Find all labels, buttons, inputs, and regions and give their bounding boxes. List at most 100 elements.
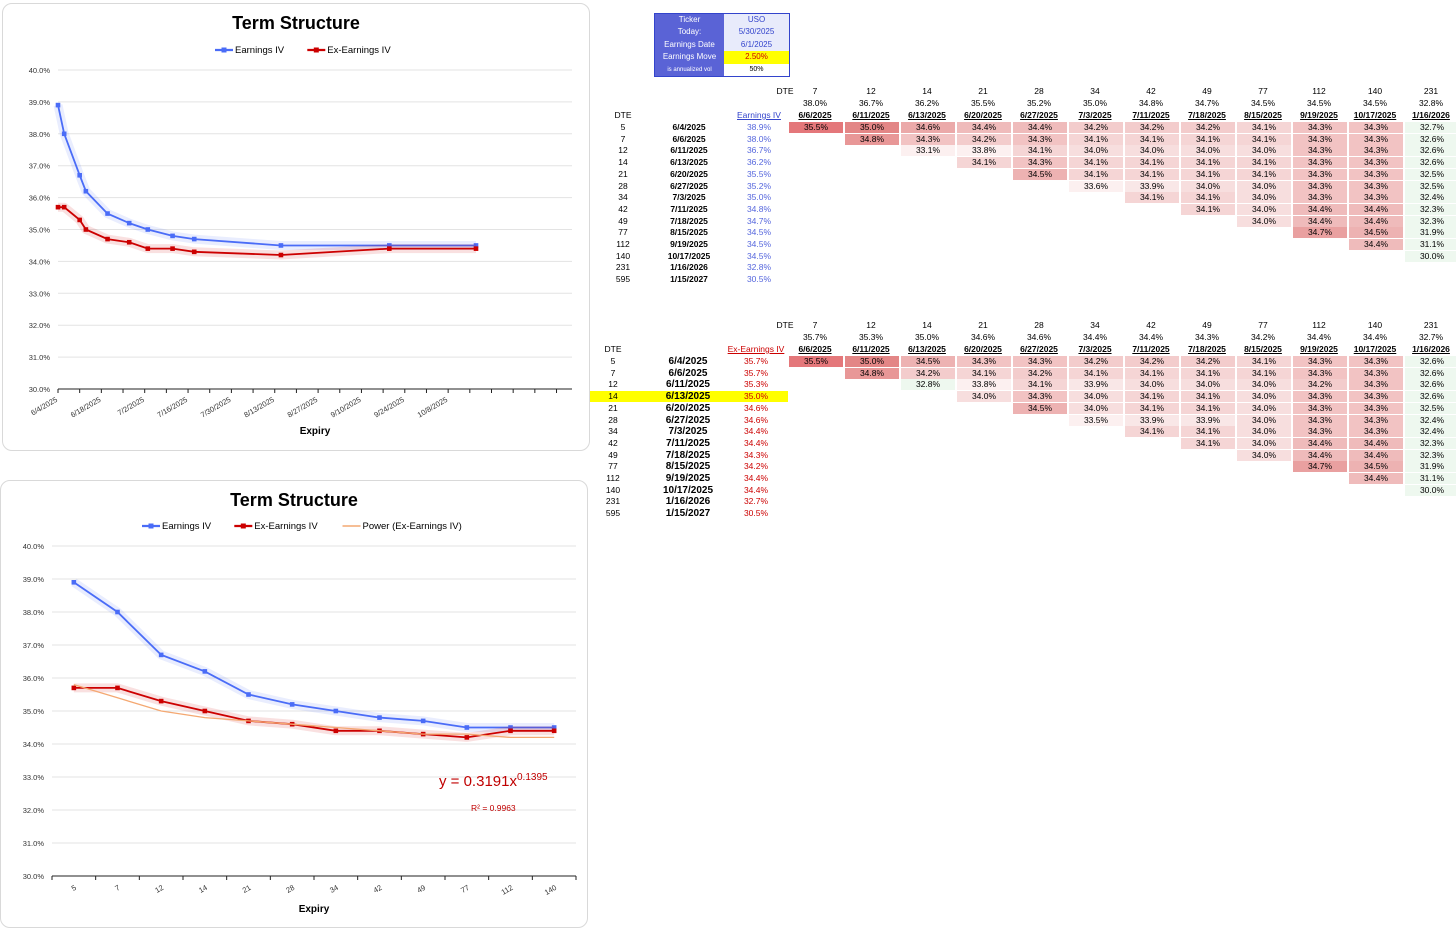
data-point — [508, 728, 513, 734]
y-tick-label: 31.0% — [29, 353, 51, 362]
forward-vol-cell: 34.8% — [845, 133, 899, 145]
forward-vol-cell: 34.1% — [1125, 168, 1179, 180]
data-point — [83, 188, 89, 194]
legend-item-1: Ex-Earnings IV — [307, 45, 391, 56]
forward-vol-cell: 34.0% — [1237, 203, 1291, 215]
forward-vol-cell: 34.0% — [1237, 215, 1291, 227]
forward-vol-cell: 34.4% — [1349, 203, 1403, 215]
data-point — [115, 609, 120, 615]
row-date: 1/15/2027 — [670, 274, 708, 285]
forward-vol-cell: 33.9% — [1181, 414, 1235, 426]
col-dte-header: 28 — [1034, 320, 1044, 330]
col-vol-header: 35.7% — [802, 332, 828, 342]
row-dte: 12 — [618, 145, 628, 156]
forward-vol-cell: 34.3% — [1349, 180, 1403, 192]
data-point — [61, 204, 67, 210]
forward-vol-cell: 32.6% — [1405, 356, 1456, 367]
col-dte-header: 12 — [866, 86, 876, 96]
data-point — [55, 102, 61, 108]
ex-earnings-iv-table: DTE 7 12 14 21 28 34 42 49 77 112 140 231 35.7% 35.3% 3… — [590, 320, 1456, 520]
trendline — [73, 683, 555, 739]
legend-label: Ex-Earnings IV — [327, 45, 391, 56]
forward-vol-cell: 34.3% — [1013, 133, 1067, 145]
col-date-header: 6/20/2025 — [964, 110, 1002, 120]
col-vol-header: 34.8% — [1138, 98, 1164, 108]
row-date: 9/19/2025 — [665, 473, 711, 484]
series-line-0 — [73, 581, 555, 729]
col-vol-header: 38.0% — [802, 98, 828, 108]
row-date: 10/17/2025 — [667, 250, 711, 261]
forward-vol-cell: 34.3% — [1349, 133, 1403, 145]
forward-vol-cell: 34.3% — [1293, 192, 1347, 204]
forward-vol-cell: 34.3% — [957, 356, 1011, 367]
info-value[interactable]: USO — [724, 14, 789, 27]
row-dte-header: DTE — [604, 344, 622, 354]
forward-vol-cell: 34.2% — [1125, 356, 1179, 367]
info-value[interactable]: 5/30/2025 — [724, 26, 789, 39]
info-value[interactable]: 2.50% — [724, 51, 789, 64]
row-iv: 34.4% — [743, 426, 769, 437]
col-vol-header: 36.2% — [914, 98, 940, 108]
x-tick-label: 6/4/2025 — [29, 395, 59, 417]
x-tick-label: 7/2/2025 — [116, 395, 146, 417]
col-dte-header: 34 — [1090, 86, 1100, 96]
row-iv: 30.5% — [743, 508, 769, 519]
x-tick-label: 5 — [70, 883, 78, 893]
forward-vol-cell: 32.4% — [1405, 414, 1456, 426]
col-dte-header: 140 — [1367, 86, 1383, 96]
forward-vol-cell: 33.6% — [1069, 180, 1123, 192]
row-dte: 140 — [615, 250, 631, 261]
data-point — [145, 246, 151, 251]
y-tick-label: 40.0% — [29, 66, 51, 75]
y-tick-label: 30.0% — [29, 385, 51, 394]
forward-vol-cell: 34.2% — [1069, 122, 1123, 133]
forward-vol-cell: 34.4% — [1349, 449, 1403, 461]
info-value[interactable]: 50% — [724, 63, 789, 76]
data-point — [105, 236, 110, 242]
forward-vol-cell: 34.4% — [1013, 122, 1067, 133]
dte-header: DTE — [776, 320, 794, 330]
row-iv: 34.3% — [743, 449, 769, 460]
y-tick-label: 37.0% — [23, 641, 45, 650]
series-line-1 — [73, 687, 555, 739]
col-date-header: 6/11/2025 — [852, 344, 890, 354]
forward-vol-cell: 34.0% — [1237, 391, 1291, 403]
col-dte-header: 28 — [1034, 86, 1044, 96]
forward-vol-cell: 34.1% — [1125, 426, 1179, 438]
legend-label: Earnings IV — [235, 45, 285, 56]
x-tick-label: 8/27/2025 — [286, 395, 319, 419]
col-vol-header: 35.0% — [914, 332, 940, 342]
col-date-header: 6/6/2025 — [798, 344, 832, 354]
legend-marker — [221, 47, 227, 53]
row-date: 8/15/2025 — [665, 461, 711, 473]
forward-vol-cell: 34.1% — [1237, 168, 1291, 180]
col-vol-header: 34.7% — [1194, 98, 1220, 108]
col-date-header: 6/27/2025 — [1020, 344, 1058, 354]
col-vol-header: 35.2% — [1026, 98, 1052, 108]
forward-vol-cell: 32.7% — [1405, 122, 1456, 133]
data-point — [246, 692, 251, 697]
forward-vol-cell: 34.3% — [1349, 168, 1403, 180]
forward-vol-cell: 34.2% — [1069, 356, 1123, 367]
row-dte: 14 — [608, 391, 618, 402]
y-tick-label: 32.0% — [29, 321, 51, 330]
row-date: 6/13/2025 — [665, 391, 711, 403]
term-structure-chart-top: Term Structure Earnings IV Ex-Earnings IV 3… — [29, 13, 572, 437]
forward-vol-cell: 34.1% — [1125, 367, 1179, 379]
data-point — [551, 728, 557, 734]
forward-vol-cell: 34.3% — [1349, 402, 1403, 414]
forward-vol-cell: 34.1% — [1125, 391, 1179, 403]
row-date: 6/27/2025 — [665, 414, 711, 426]
iv-column-header: Ex-Earnings IV — [727, 344, 785, 354]
iv-column-header: Earnings IV — [737, 110, 781, 120]
forward-vol-cell: 34.3% — [1349, 367, 1403, 379]
forward-vol-cell: 34.1% — [1069, 168, 1123, 180]
x-tick-label: 9/10/2025 — [329, 395, 362, 419]
forward-vol-cell: 32.8% — [901, 379, 955, 391]
forward-vol-cell: 34.3% — [1293, 122, 1347, 133]
forward-vol-cell: 34.3% — [1349, 379, 1403, 391]
info-value[interactable]: 6/1/2025 — [724, 38, 789, 52]
col-date-header: 6/13/2025 — [908, 344, 946, 354]
y-tick-label: 36.0% — [29, 194, 51, 203]
forward-vol-cell: 34.0% — [1237, 426, 1291, 438]
